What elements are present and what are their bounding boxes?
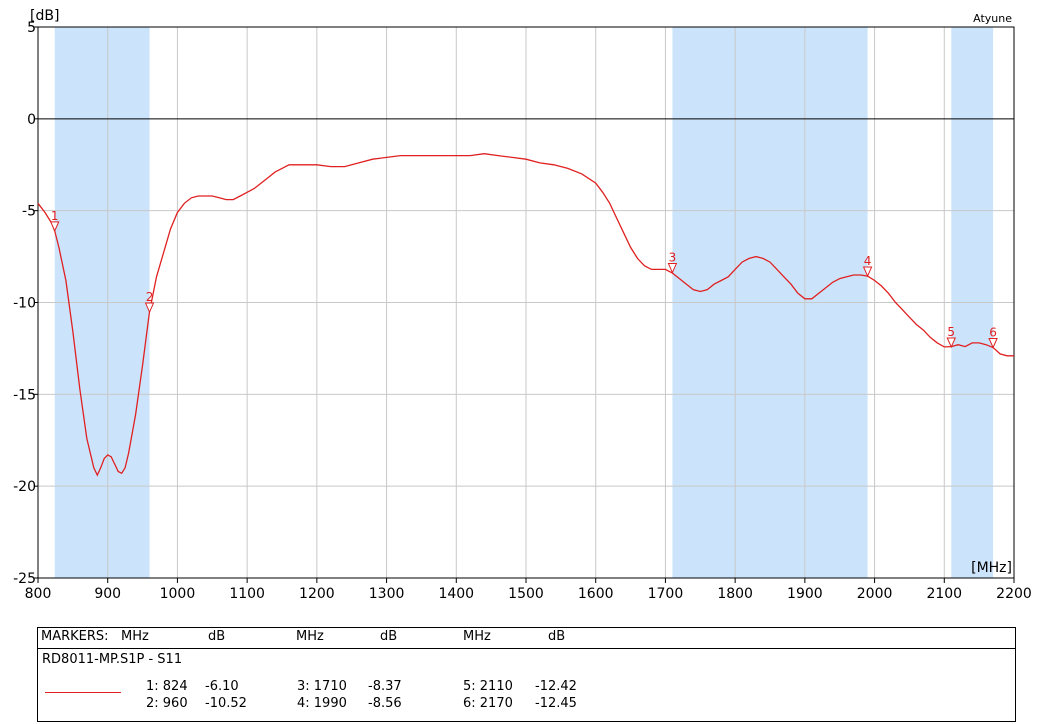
trace-legend-line	[45, 692, 121, 693]
y-tick-label: 5	[27, 20, 36, 36]
x-tick-label: 800	[25, 586, 52, 602]
x-tick-label: 1200	[299, 586, 335, 602]
x-tick-label: 1600	[578, 586, 614, 602]
marker-panel-header: MARKERS: MHz dB MHz dB MHz dB	[38, 628, 1015, 649]
marker-2-db: -10.52	[205, 696, 247, 711]
marker-5-db: -12.42	[535, 679, 577, 694]
marker-triangle	[862, 266, 873, 278]
x-tick-label: 2000	[857, 586, 893, 602]
marker-5-freq: 5: 2110	[463, 679, 513, 694]
marker-triangle	[667, 263, 678, 274]
x-tick-label: 1300	[369, 586, 405, 602]
marker-row: 1: 824 -6.10 3: 1710 -8.37 5: 2110 -12.4…	[38, 679, 1015, 696]
x-tick-label: 1100	[229, 586, 265, 602]
y-axis-unit-label: [dB]	[30, 8, 59, 24]
marker-triangle	[988, 337, 998, 349]
x-axis-unit-label: [MHz]	[971, 560, 1012, 576]
marker-number: 2	[146, 290, 154, 304]
y-tick-label: -15	[13, 387, 36, 403]
marker-4-freq: 4: 1990	[297, 696, 347, 711]
marker-triangle	[49, 221, 60, 233]
marker-3-db: -8.37	[368, 679, 402, 694]
header-db-1: dB	[208, 629, 226, 644]
marker-number: 6	[989, 325, 997, 339]
marker-row: 2: 960 -10.52 4: 1990 -8.56 6: 2170 -12.…	[38, 696, 1015, 713]
x-tick-label: 1800	[717, 586, 753, 602]
x-tick-label: 1900	[787, 586, 823, 602]
s11-trace-line	[37, 153, 1014, 477]
marker-number: 4	[864, 254, 872, 268]
header-db-2: dB	[380, 629, 398, 644]
x-tick-label: 2200	[996, 586, 1032, 602]
marker-triangle	[144, 302, 155, 314]
marker-6-freq: 6: 2170	[463, 696, 513, 711]
y-tick-label: 0	[27, 112, 36, 128]
s11-chart: 800 900 1000 1100 1200 1300 1400 1500 1600 1700 18…	[13, 8, 1032, 602]
marker-1-freq: 1: 824	[146, 679, 188, 694]
header-mhz-3: MHz	[463, 629, 491, 644]
x-tick-label: 1000	[160, 586, 196, 602]
marker-2-freq: 2: 960	[146, 696, 188, 711]
marker-triangle	[946, 337, 957, 349]
x-tick-label: 2100	[926, 586, 962, 602]
header-mhz-2: MHz	[296, 629, 324, 644]
trace-file-label: RD8011-MP.S1P - S11	[42, 652, 183, 667]
marker-4-db: -8.56	[368, 696, 402, 711]
y-tick-label: -20	[13, 479, 36, 495]
x-tick-label: 900	[94, 586, 121, 602]
marker-number: 5	[947, 325, 955, 339]
marker-number: 1	[51, 209, 59, 223]
x-tick-label: 1700	[648, 586, 684, 602]
y-tick-label: -25	[13, 571, 36, 587]
marker-panel: MARKERS: MHz dB MHz dB MHz dB RD8011-MP.…	[37, 627, 1016, 722]
marker-6-db: -12.45	[535, 696, 577, 711]
marker-number: 3	[669, 251, 677, 265]
marker-3-freq: 3: 1710	[297, 679, 347, 694]
header-mhz-1: MHz	[121, 629, 149, 644]
trace-name-label: Atyune	[973, 12, 1012, 25]
marker-1-db: -6.10	[205, 679, 239, 694]
markers-heading: MARKERS:	[41, 629, 109, 644]
x-tick-label: 1400	[438, 586, 474, 602]
x-tick-label: 1500	[508, 586, 544, 602]
y-tick-label: -5	[22, 204, 36, 220]
header-db-3: dB	[548, 629, 566, 644]
y-tick-label: -10	[13, 296, 36, 312]
